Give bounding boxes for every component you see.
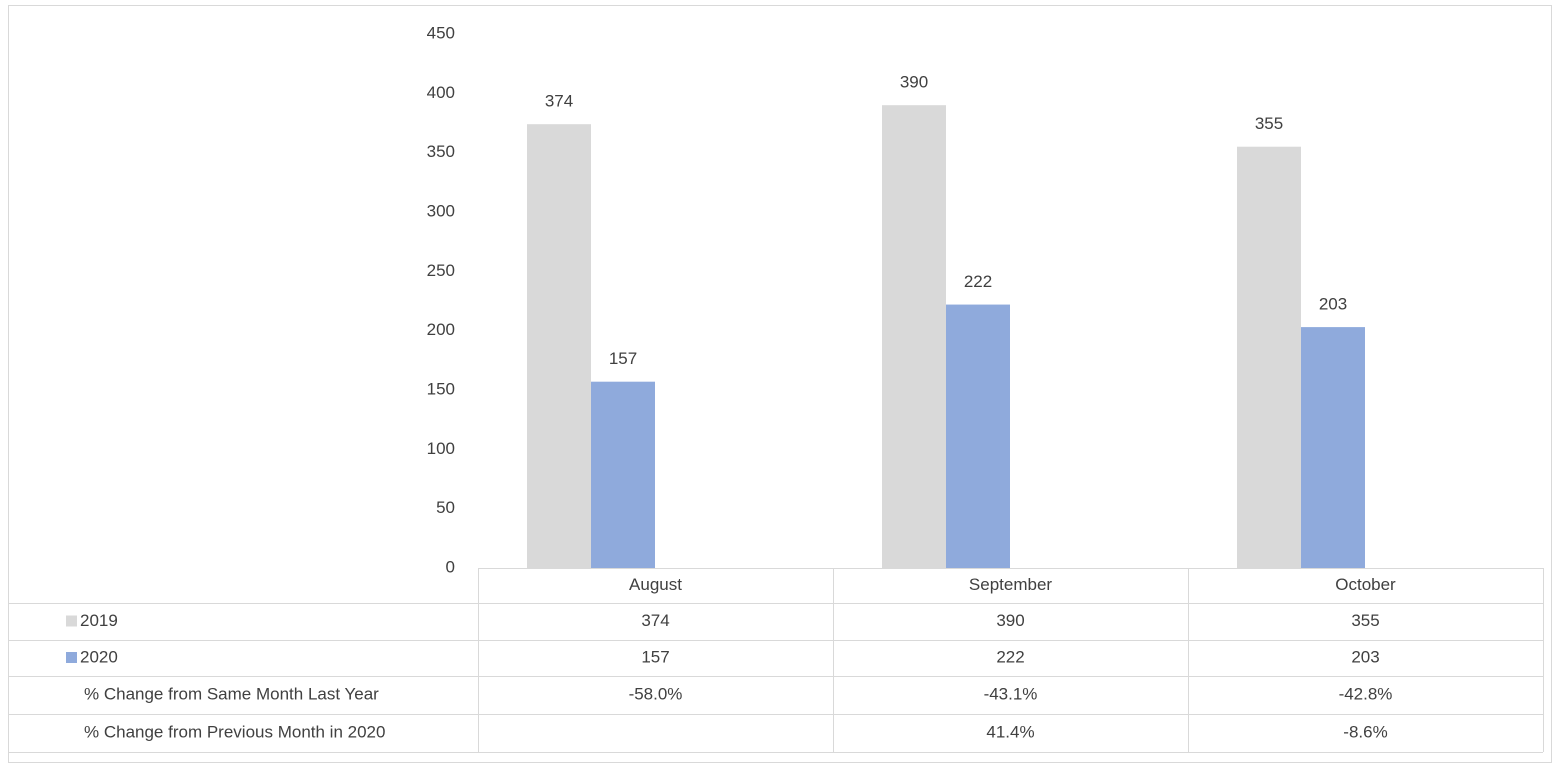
bar [946,304,1010,568]
y-tick-label: 0 [446,557,455,576]
table-cell: -8.6% [1343,722,1387,741]
table-cell: 355 [1351,611,1379,630]
data-label: 374 [545,92,573,111]
table-cell: 41.4% [986,722,1034,741]
y-tick-label: 400 [427,83,455,102]
table-cell: 390 [996,611,1024,630]
table-row-label: % Change from Same Month Last Year [84,684,379,703]
table-cell: 157 [641,647,669,666]
x-tick-label: September [969,575,1052,594]
y-tick-label: 250 [427,261,455,280]
y-tick-label: 450 [427,23,455,42]
y-tick-label: 350 [427,142,455,161]
table-cell: 374 [641,611,669,630]
y-tick-label: 50 [436,498,455,517]
bar [1301,327,1365,568]
y-tick-label: 200 [427,320,455,339]
x-tick-label: October [1335,575,1396,594]
data-label: 355 [1255,114,1283,133]
data-label: 203 [1319,295,1347,314]
data-label: 222 [964,272,992,291]
bar [527,124,591,568]
legend-label: 2019 [80,611,118,630]
table-cell: -43.1% [984,684,1038,703]
chart-border [8,5,1552,763]
legend-key [66,652,77,663]
y-tick-label: 100 [427,439,455,458]
data-label: 390 [900,73,928,92]
y-tick-label: 150 [427,379,455,398]
table-cell: -58.0% [629,684,683,703]
table-cell: -42.8% [1339,684,1393,703]
table-cell: 222 [996,647,1024,666]
table-cell: 203 [1351,647,1379,666]
x-tick-label: August [629,575,682,594]
legend-label: 2020 [80,647,118,666]
table-row-label: % Change from Previous Month in 2020 [84,722,385,741]
bar [1237,146,1301,568]
bar [882,105,946,568]
data-label: 157 [609,349,637,368]
bar [591,381,655,568]
legend-key [66,615,77,627]
y-tick-label: 300 [427,201,455,220]
